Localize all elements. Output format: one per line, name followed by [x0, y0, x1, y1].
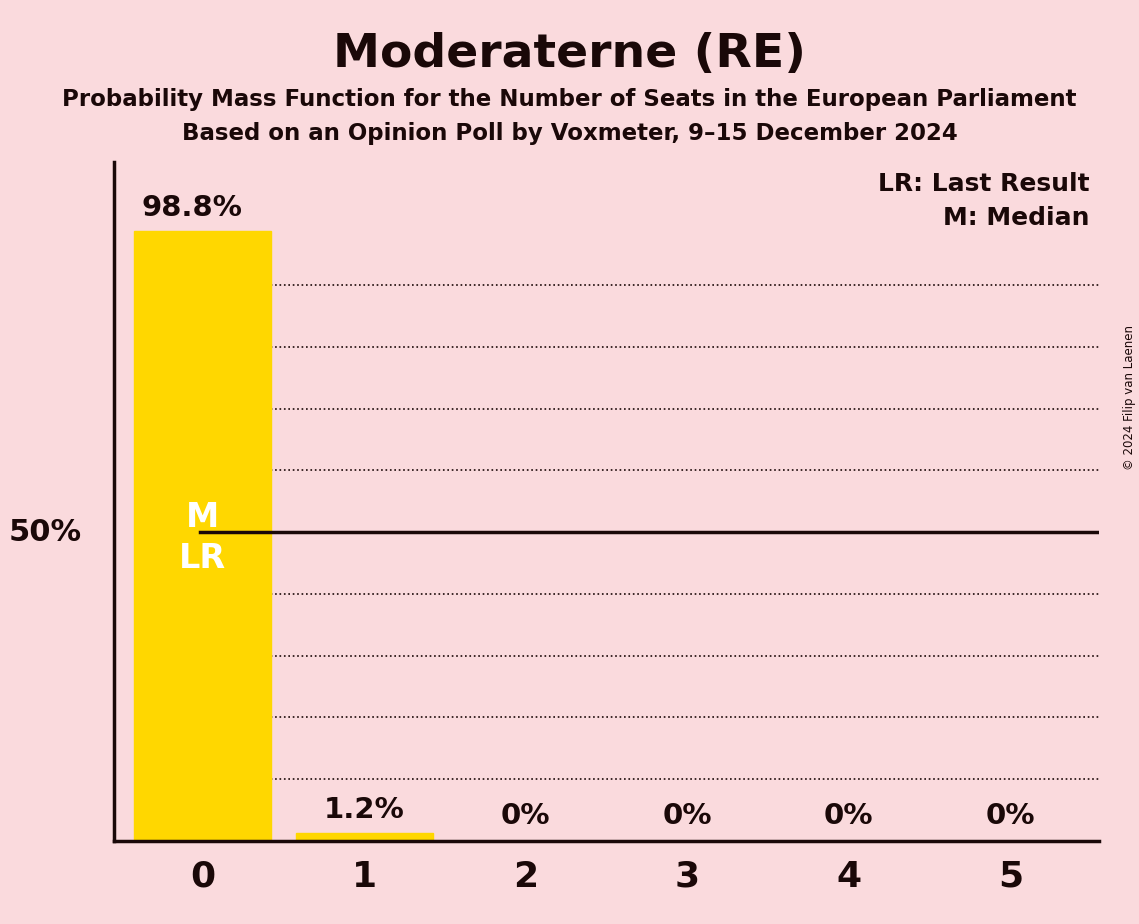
- Text: Based on an Opinion Poll by Voxmeter, 9–15 December 2024: Based on an Opinion Poll by Voxmeter, 9–…: [181, 122, 958, 145]
- Text: M
LR: M LR: [179, 502, 227, 576]
- Text: M: Median: M: Median: [943, 206, 1089, 230]
- Text: 98.8%: 98.8%: [141, 194, 243, 222]
- Text: Moderaterne (RE): Moderaterne (RE): [333, 32, 806, 78]
- Bar: [134, 231, 271, 841]
- Text: 0%: 0%: [501, 802, 550, 830]
- Text: 50%: 50%: [8, 517, 82, 547]
- Text: © 2024 Filip van Laenen: © 2024 Filip van Laenen: [1123, 325, 1137, 469]
- Text: 0%: 0%: [663, 802, 712, 830]
- Text: LR: Last Result: LR: Last Result: [878, 172, 1089, 196]
- Text: 1.2%: 1.2%: [323, 796, 404, 824]
- Bar: [296, 833, 433, 841]
- Text: Probability Mass Function for the Number of Seats in the European Parliament: Probability Mass Function for the Number…: [63, 88, 1076, 111]
- Text: 0%: 0%: [985, 802, 1035, 830]
- Text: 0%: 0%: [823, 802, 874, 830]
